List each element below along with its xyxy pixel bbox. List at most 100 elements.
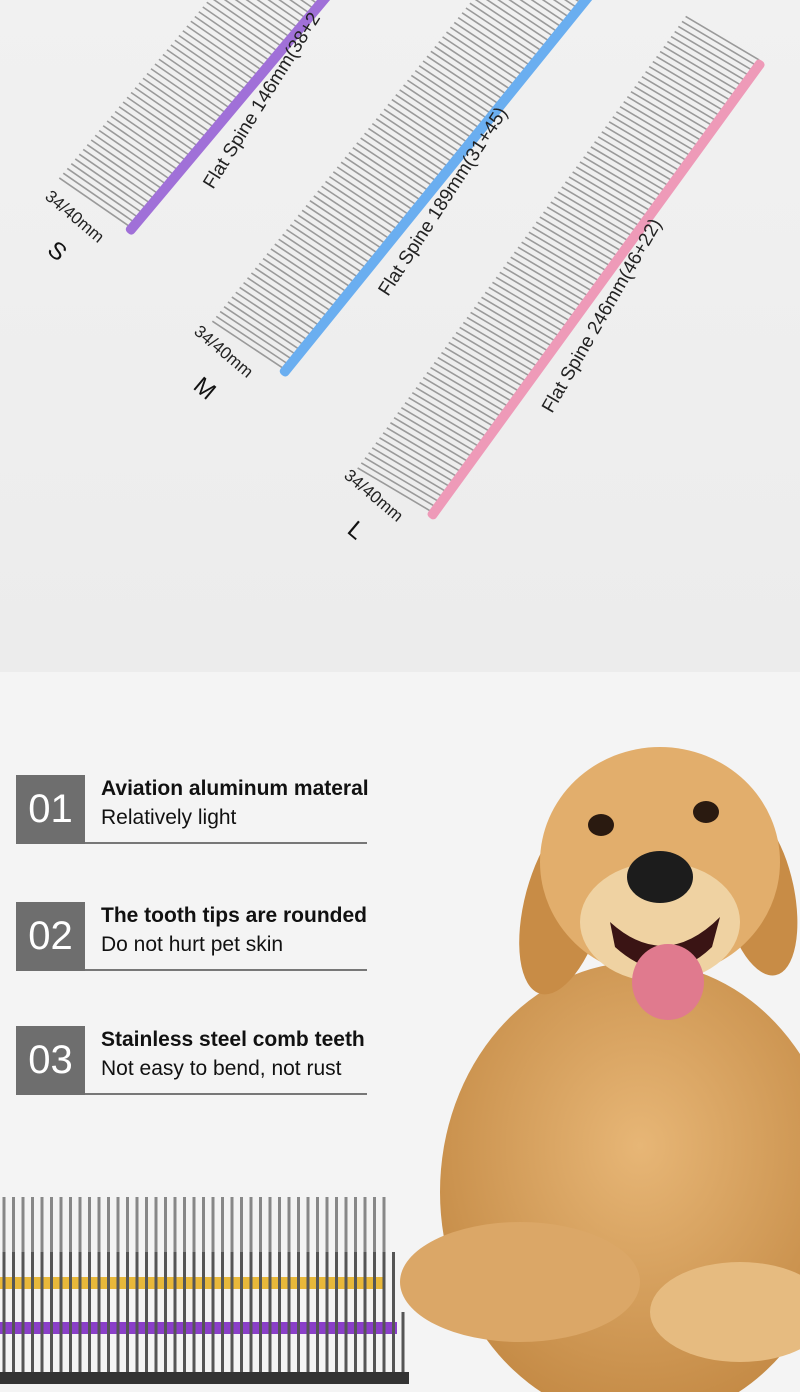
comb-tooth	[395, 94, 468, 143]
comb-tooth	[166, 49, 238, 99]
comb-tooth	[484, 291, 560, 337]
comb-tooth	[118, 106, 190, 156]
comb-spine	[125, 0, 343, 235]
comb-tooth	[630, 91, 705, 136]
comb-tooth	[386, 427, 461, 472]
comb-tooth	[637, 80, 713, 126]
comb-tooth	[438, 41, 511, 90]
comb-tooth	[231, 296, 304, 346]
comb-tooth	[227, 301, 300, 350]
comb-tooth	[496, 0, 569, 18]
comb-tooth	[262, 257, 335, 307]
comb-tooth	[557, 191, 632, 237]
comb-tooth	[462, 321, 538, 367]
comb-tooth	[575, 166, 651, 212]
comb-tooth	[154, 63, 226, 114]
comb-tooth	[219, 310, 292, 360]
comb-tooth	[517, 246, 592, 292]
comb-tooth	[568, 176, 643, 222]
comb-tooth	[641, 75, 716, 121]
comb-tooth	[122, 101, 194, 152]
comb-tooth	[174, 39, 246, 90]
comb-tooth	[623, 101, 698, 146]
comb-tooth	[406, 79, 479, 129]
comb-tooth	[387, 103, 460, 153]
feature-subtitle: Relatively light	[101, 806, 237, 829]
comb-tooth	[340, 161, 413, 211]
comb-tooth	[619, 106, 694, 151]
comb-tooth	[400, 407, 476, 452]
comb-tooth	[336, 166, 409, 215]
comb-tooth	[301, 209, 374, 259]
comb-tooth	[473, 0, 546, 47]
comb-tooth	[258, 262, 331, 312]
comb-tooth	[437, 356, 512, 402]
comb-tooth	[459, 326, 534, 372]
comb-tooth	[239, 286, 312, 336]
comb-tooth	[223, 306, 296, 355]
comb-sizes-illustration: Flat Spine 146mm(38+2 Flat Spine 189mm(3…	[41, 0, 765, 545]
comb-tooth	[367, 127, 440, 177]
comb-tooth	[206, 1, 278, 52]
feature-number-badge: 02	[16, 902, 85, 971]
comb-tooth	[289, 224, 362, 273]
comb-tooth	[198, 11, 270, 61]
comb-tooth	[150, 68, 222, 118]
comb-spine	[0, 1372, 409, 1384]
comb-tooth	[138, 82, 210, 133]
comb-tooth	[499, 271, 574, 317]
comb-tooth	[453, 21, 526, 71]
comb-tooth	[352, 147, 425, 196]
comb-tooth	[130, 91, 202, 142]
comb-tooth	[214, 0, 286, 42]
comb-tooth	[663, 45, 738, 91]
comb-tooth	[226, 0, 298, 28]
comb-tooth	[477, 0, 550, 42]
comb-tooth	[368, 452, 443, 498]
comb-tooth	[681, 20, 756, 66]
comb-tooth	[656, 55, 731, 101]
dog-paw	[650, 1262, 800, 1362]
comb-tooth	[564, 181, 640, 227]
comb-tooth	[210, 0, 282, 47]
comb-tooth	[422, 60, 495, 109]
comb-tooth	[532, 226, 607, 272]
comb-tooth	[554, 196, 629, 242]
comb-tooth	[583, 156, 658, 202]
comb-tooth	[524, 236, 600, 282]
comb-tooth	[126, 96, 198, 147]
comb-tooth	[397, 412, 472, 457]
dog-illustration	[0, 747, 800, 1392]
feature-item: 01 Aviation aluminum materal Relatively …	[16, 775, 369, 845]
comb-tooth	[615, 111, 691, 156]
comb-tooth	[492, 281, 567, 327]
comb-tooth	[626, 96, 702, 141]
dog-eye	[693, 801, 719, 823]
divider	[85, 1093, 367, 1095]
comb-tooth	[403, 84, 476, 134]
comb-tooth	[325, 180, 398, 230]
comb-tooth	[243, 281, 316, 331]
comb-tooth	[495, 276, 570, 322]
feature-number-badge: 01	[16, 775, 85, 844]
comb-tooth	[477, 301, 552, 347]
feature-title: The tooth tips are rounded	[101, 904, 367, 927]
comb-tooth	[254, 267, 327, 317]
comb-tooth	[670, 35, 745, 81]
comb-tooth	[278, 238, 351, 288]
comb-tooth	[297, 214, 370, 264]
feature-number-badge: 03	[16, 1026, 85, 1095]
comb-tooth	[390, 422, 465, 467]
comb-tooth	[535, 221, 611, 267]
comb-tooth	[94, 134, 166, 185]
comb-tooth	[142, 77, 214, 128]
comb-sizes-section: Flat Spine 146mm(38+2 Flat Spine 189mm(3…	[0, 0, 800, 672]
comb-tooth	[348, 151, 421, 201]
size-label-s: S	[42, 236, 72, 267]
comb-tooth	[286, 228, 359, 278]
comb-tooth	[586, 151, 662, 197]
comb-tooth	[597, 136, 673, 182]
comb-tooth	[134, 87, 206, 137]
comb-tooth	[685, 15, 760, 61]
comb-tooth	[608, 121, 683, 166]
